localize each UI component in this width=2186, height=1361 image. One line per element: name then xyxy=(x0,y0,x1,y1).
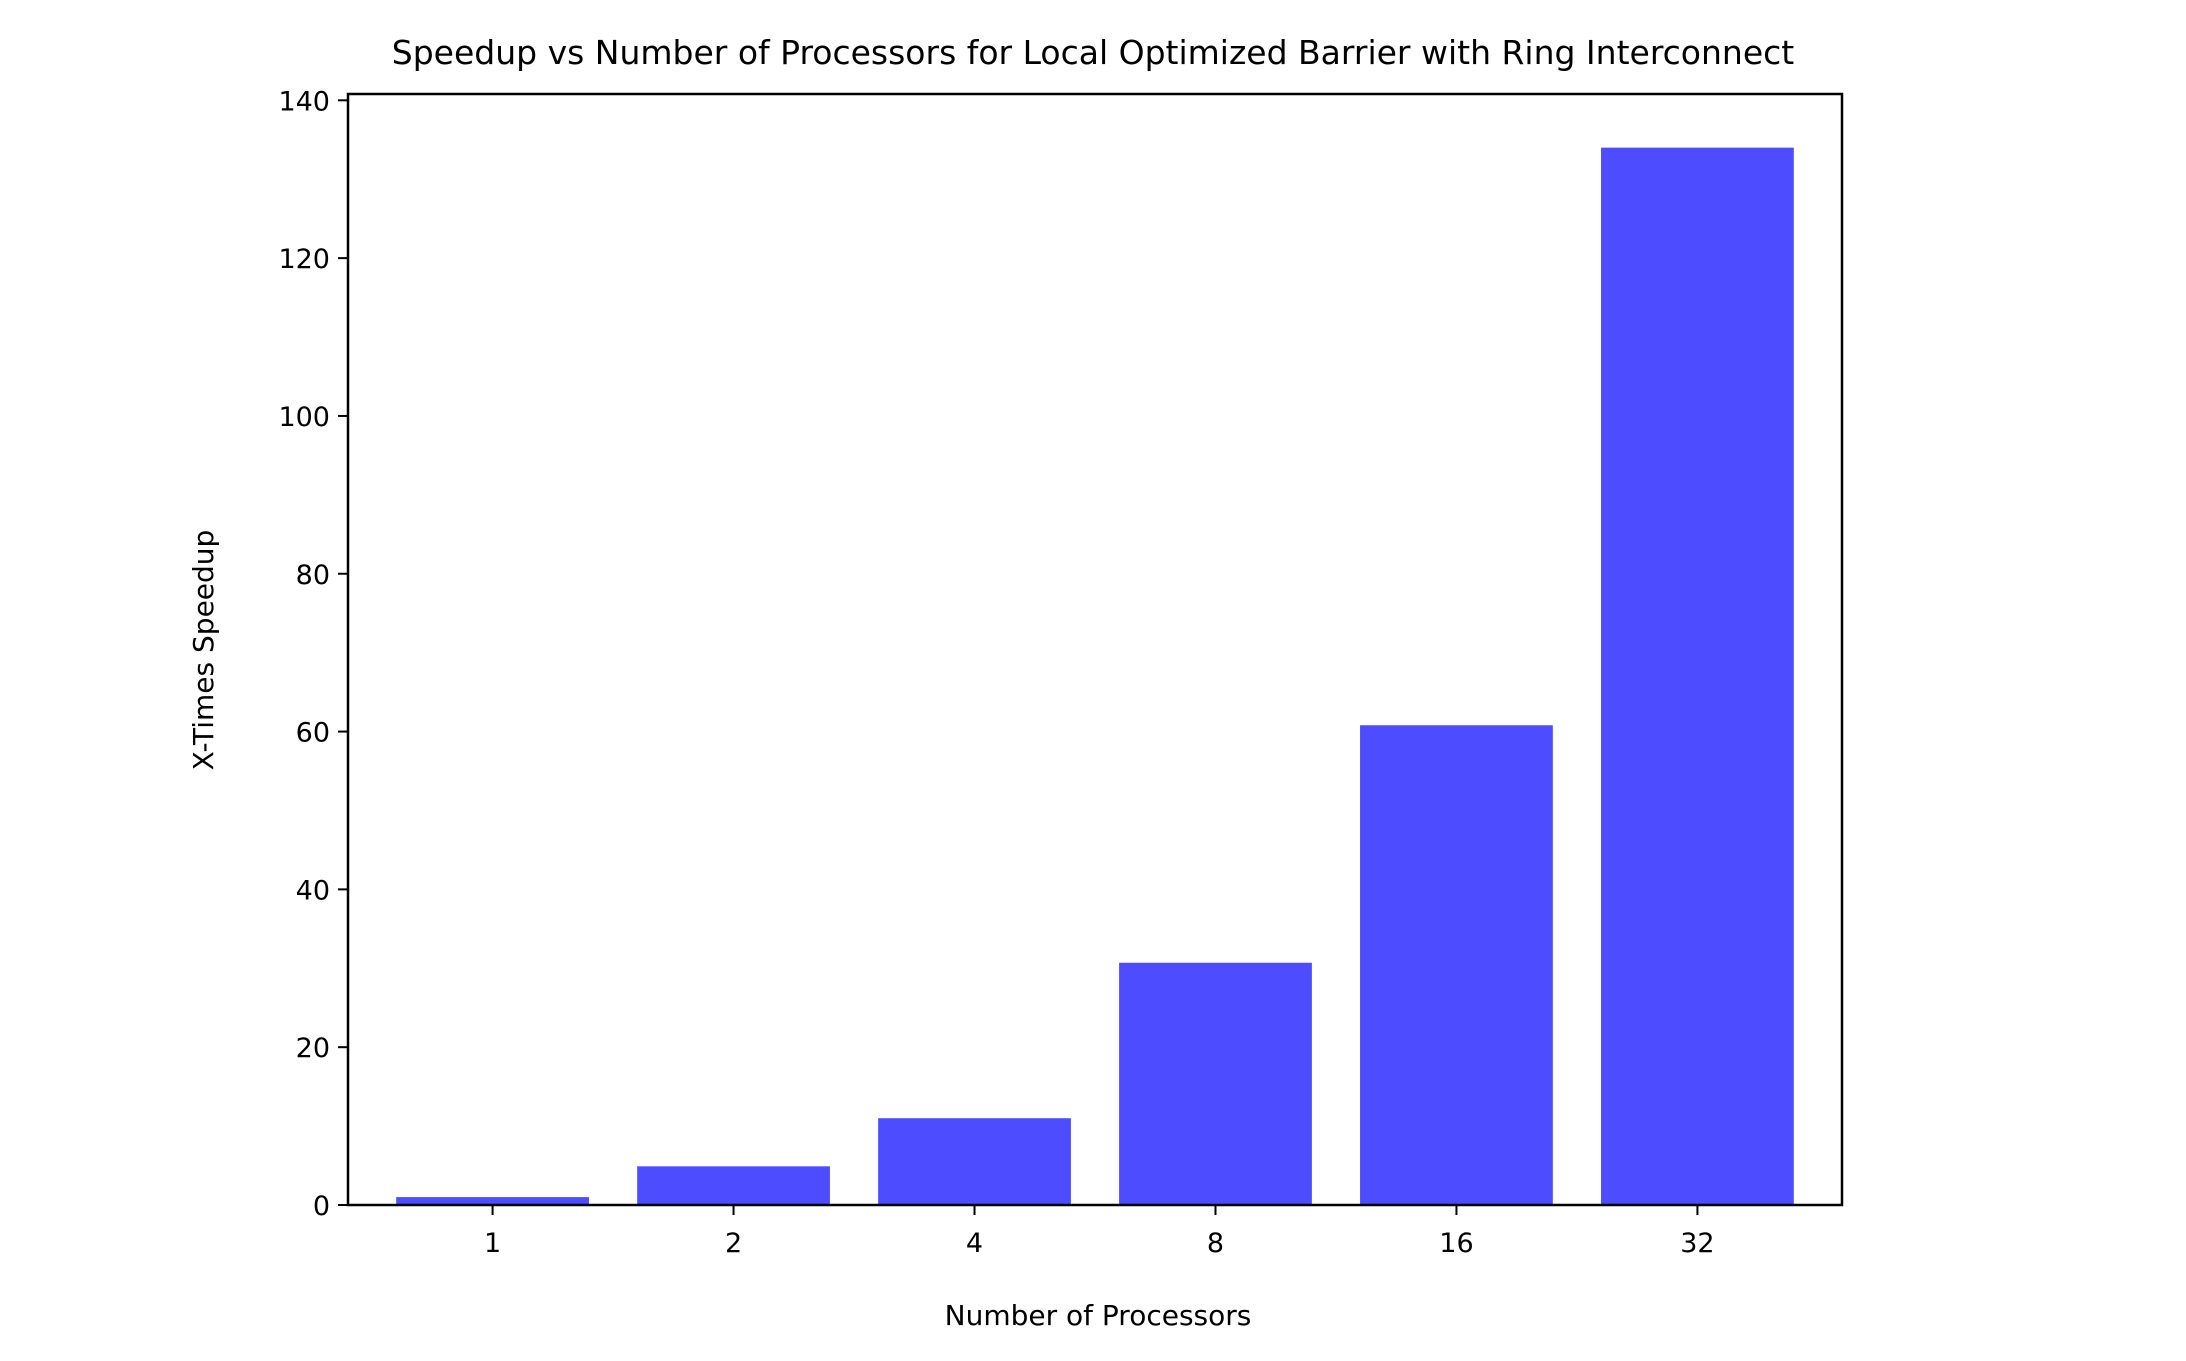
plot-area-frame xyxy=(346,92,1844,1207)
y-axis-label: X-Times Speedup xyxy=(187,530,220,771)
y-tick-label: 20 xyxy=(296,1033,330,1064)
y-tick-label: 80 xyxy=(296,560,330,591)
x-axis-label: Number of Processors xyxy=(945,1299,1252,1332)
bars-group xyxy=(396,147,1794,1205)
x-tick-label: 32 xyxy=(1680,1228,1714,1259)
y-axis-ticks: 0 20 40 60 80 100 120 140 xyxy=(278,86,348,1222)
bar-8 xyxy=(1119,962,1312,1205)
bar-16 xyxy=(1360,725,1553,1205)
y-tick-label: 40 xyxy=(296,875,330,906)
x-axis-ticks: 1 2 4 8 16 32 xyxy=(484,1205,1715,1259)
y-tick-label: 140 xyxy=(278,86,330,117)
bar-32 xyxy=(1601,147,1794,1205)
x-tick-label: 2 xyxy=(725,1228,742,1259)
y-tick-label: 100 xyxy=(278,402,330,433)
x-tick-label: 4 xyxy=(966,1228,983,1259)
x-tick-label: 8 xyxy=(1207,1228,1224,1259)
bar-1 xyxy=(396,1197,589,1205)
y-tick-label: 60 xyxy=(296,718,330,749)
x-tick-label: 1 xyxy=(484,1228,501,1259)
y-tick-label: 0 xyxy=(313,1191,330,1222)
bar-2 xyxy=(637,1166,830,1205)
chart-title: Speedup vs Number of Processors for Loca… xyxy=(392,33,1795,72)
y-tick-label: 120 xyxy=(278,244,330,275)
x-tick-label: 16 xyxy=(1439,1228,1473,1259)
bar-4 xyxy=(878,1118,1071,1205)
